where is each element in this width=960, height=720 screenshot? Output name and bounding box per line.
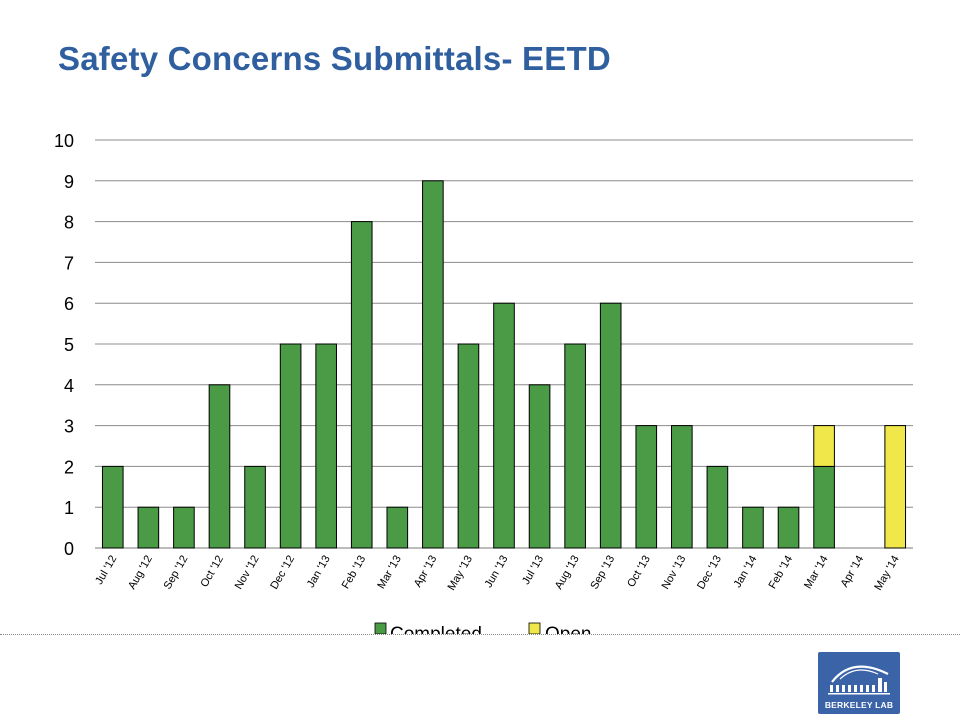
bar-completed: [777, 506, 800, 549]
x-axis-ticks: Jul '12 Aug '12 Sep '12 Oct '12 Nov '12 Dec '…: [93, 554, 902, 593]
x-tick-label: Mar '14: [802, 554, 831, 591]
x-tick-label: Apr '14: [839, 554, 867, 590]
bar-completed: [244, 465, 266, 549]
bar-completed: [564, 343, 586, 549]
bar-completed: [813, 465, 835, 549]
bar-completed: [493, 302, 515, 549]
x-tick-label: Dec '13: [695, 554, 724, 592]
bar-completed: [279, 343, 302, 549]
legend: Completed Open: [374, 622, 591, 634]
y-tick-label: 4: [64, 376, 74, 396]
bar-open: [884, 425, 907, 549]
legend-label-completed: Completed: [390, 624, 482, 634]
x-tick-label: May '13: [446, 554, 475, 593]
bar-completed: [706, 465, 729, 549]
y-axis-ticks: 0 1 2 3 4 5 6 7 8 9 10: [54, 131, 74, 559]
berkeley-lab-logo-icon: [828, 665, 890, 695]
bar-completed: [422, 180, 444, 549]
y-tick-label: 10: [54, 131, 74, 151]
legend-swatch-completed: [374, 622, 387, 634]
x-tick-label: Feb '13: [340, 554, 369, 591]
bar-completed: [742, 506, 764, 549]
x-tick-label: Nov '12: [233, 554, 262, 592]
bar-completed: [350, 221, 373, 549]
y-tick-label: 2: [64, 457, 74, 477]
x-tick-label: Sep '12: [162, 554, 191, 592]
berkeley-lab-logo: BERKELEY LAB: [818, 652, 900, 714]
slide-title: Safety Concerns Submittals- EETD: [58, 40, 611, 77]
x-tick-label: Aug '12: [126, 554, 155, 592]
bar-completed: [315, 343, 337, 549]
x-tick-label: Jun '13: [483, 554, 511, 590]
y-tick-label: 0: [64, 539, 74, 559]
x-tick-label: Jul '12: [93, 554, 119, 587]
x-tick-label: Jan '14: [732, 554, 760, 590]
x-tick-label: Oct '12: [198, 554, 226, 590]
x-tick-label: Jul '13: [520, 554, 546, 587]
legend-label-open: Open: [545, 624, 591, 634]
x-tick-label: May '14: [872, 554, 901, 593]
y-tick-label: 1: [64, 498, 74, 518]
bar-open: [813, 425, 835, 467]
y-tick-label: 5: [64, 335, 74, 355]
x-tick-label: Feb '14: [767, 554, 796, 591]
y-tick-label: 3: [64, 417, 74, 437]
legend-swatch-open: [528, 622, 541, 634]
x-tick-label: Aug '13: [553, 554, 582, 592]
slide-divider: [0, 634, 960, 635]
bar-completed: [528, 384, 551, 549]
bar-completed: [173, 506, 195, 549]
x-tick-label: Nov '13: [660, 554, 689, 592]
bar-completed: [137, 506, 160, 549]
x-tick-label: Oct '13: [625, 554, 653, 590]
bar-completed: [101, 465, 124, 549]
bar-completed: [671, 425, 693, 549]
logo-text: BERKELEY LAB: [824, 700, 894, 710]
bar-completed: [635, 425, 658, 549]
bar-completed: [599, 302, 622, 549]
x-tick-label: Sep '13: [588, 554, 617, 592]
bar-completed: [457, 343, 480, 549]
y-tick-label: 9: [64, 172, 74, 192]
x-tick-label: Mar '13: [375, 554, 404, 591]
x-tick-label: Dec '12: [268, 554, 297, 592]
bars: [101, 180, 907, 549]
y-tick-label: 8: [64, 213, 74, 233]
bar-completed: [386, 506, 409, 549]
x-tick-label: Apr '13: [412, 554, 440, 590]
x-tick-label: Jan '13: [305, 554, 333, 590]
y-tick-label: 6: [64, 294, 74, 314]
bar-completed: [208, 384, 231, 549]
y-tick-label: 7: [64, 253, 74, 273]
